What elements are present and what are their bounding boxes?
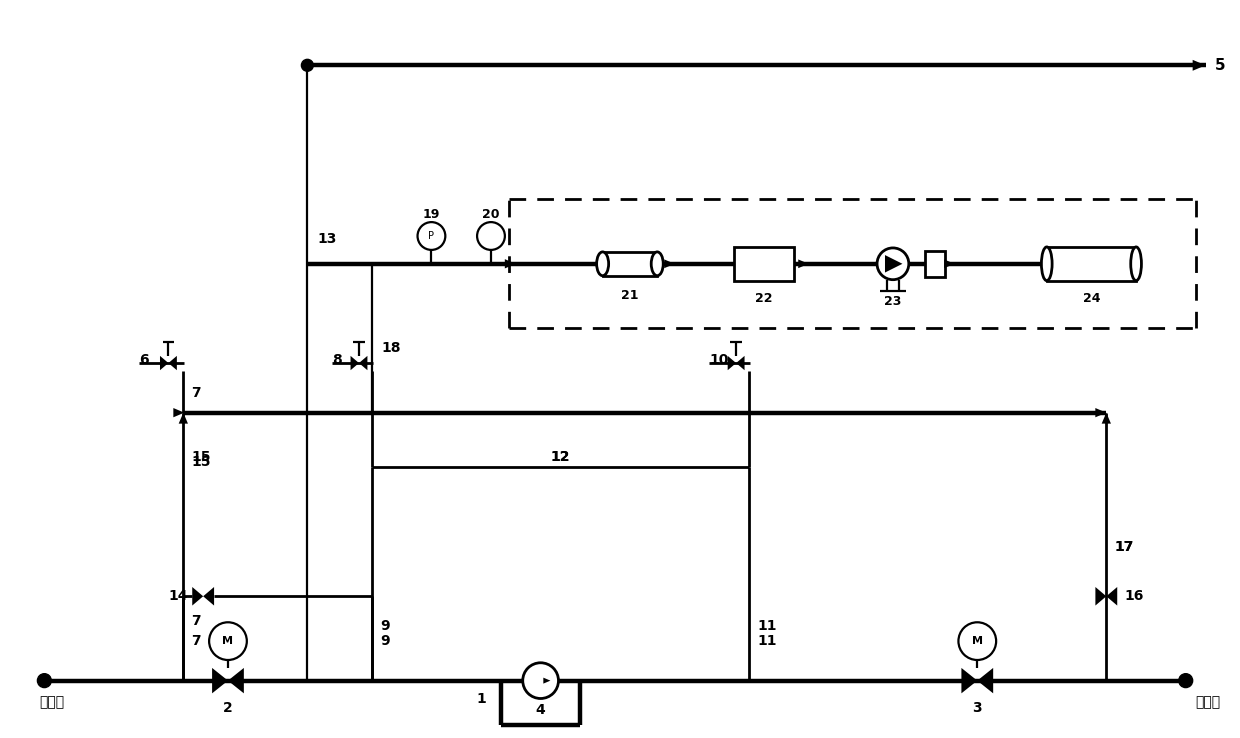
Polygon shape (169, 356, 177, 370)
Polygon shape (505, 259, 516, 269)
Polygon shape (543, 677, 551, 683)
Text: 7: 7 (191, 386, 201, 400)
Polygon shape (1095, 587, 1106, 606)
Bar (603, 252, 657, 276)
Text: 11: 11 (756, 634, 776, 648)
Text: 24: 24 (1083, 292, 1100, 305)
Polygon shape (192, 587, 203, 606)
Polygon shape (1193, 60, 1205, 71)
Circle shape (877, 248, 909, 280)
Text: M: M (972, 636, 983, 646)
Polygon shape (737, 356, 744, 370)
Polygon shape (179, 413, 188, 424)
Bar (925, 251, 945, 277)
Text: 8: 8 (332, 353, 342, 367)
Text: 7: 7 (191, 634, 201, 648)
Text: 10: 10 (709, 353, 729, 367)
Bar (1047, 247, 1136, 280)
Circle shape (1179, 674, 1193, 688)
Text: 18: 18 (382, 341, 402, 355)
Circle shape (418, 222, 445, 250)
Polygon shape (358, 356, 367, 370)
Circle shape (210, 622, 247, 660)
Polygon shape (728, 356, 737, 370)
Polygon shape (1095, 408, 1106, 417)
Text: 23: 23 (884, 295, 901, 308)
Text: 19: 19 (423, 207, 440, 221)
Text: 5: 5 (1215, 58, 1226, 73)
Ellipse shape (651, 252, 663, 276)
Text: 2: 2 (223, 701, 233, 715)
Text: 14: 14 (169, 589, 188, 603)
Text: 3: 3 (972, 701, 982, 715)
Polygon shape (212, 668, 228, 693)
Text: 4: 4 (536, 703, 546, 717)
Polygon shape (1106, 587, 1117, 606)
Ellipse shape (1042, 247, 1052, 280)
Text: 1: 1 (476, 692, 486, 706)
Text: 11: 11 (756, 619, 776, 633)
Polygon shape (977, 668, 993, 693)
Text: 16: 16 (1125, 589, 1143, 603)
Text: 15: 15 (191, 455, 211, 469)
Ellipse shape (1131, 247, 1142, 280)
Text: 12: 12 (551, 450, 570, 464)
Text: 7: 7 (191, 614, 201, 628)
Polygon shape (351, 356, 358, 370)
Text: 17: 17 (1115, 539, 1133, 554)
Text: M: M (222, 636, 233, 646)
Text: 9: 9 (379, 634, 389, 648)
Text: 17: 17 (1115, 539, 1133, 554)
Circle shape (301, 59, 314, 72)
Bar (734, 247, 794, 280)
Text: 自上游: 自上游 (40, 695, 64, 709)
Text: 21: 21 (621, 289, 639, 302)
Polygon shape (665, 260, 675, 268)
Polygon shape (1101, 413, 1111, 424)
Text: 去下游: 去下游 (1195, 695, 1220, 709)
Ellipse shape (596, 252, 609, 276)
Polygon shape (944, 260, 955, 268)
Polygon shape (885, 255, 903, 272)
Polygon shape (174, 408, 185, 417)
Text: 9: 9 (379, 619, 389, 633)
Polygon shape (203, 587, 215, 606)
Polygon shape (799, 260, 808, 268)
Circle shape (37, 674, 51, 688)
Text: 20: 20 (482, 207, 500, 221)
Text: 22: 22 (755, 292, 773, 305)
Text: 15: 15 (191, 450, 211, 464)
Text: 13: 13 (317, 232, 337, 246)
Polygon shape (160, 356, 169, 370)
Text: 12: 12 (551, 450, 570, 464)
Polygon shape (961, 668, 977, 693)
Circle shape (477, 222, 505, 250)
Polygon shape (228, 668, 244, 693)
Text: 6: 6 (139, 353, 149, 367)
Circle shape (523, 663, 558, 698)
Text: P: P (429, 231, 434, 241)
Circle shape (959, 622, 996, 660)
